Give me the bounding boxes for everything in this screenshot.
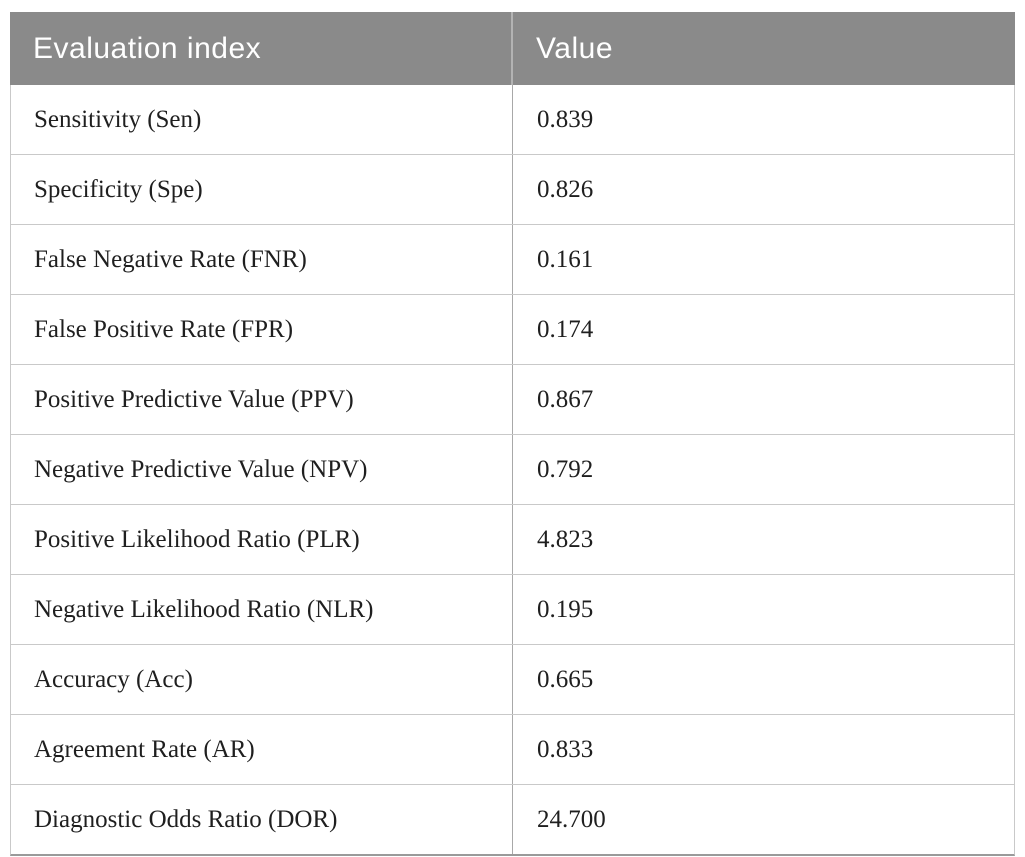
table-row: Agreement Rate (AR) 0.833 [11,715,1014,785]
metric-value: 0.839 [512,85,1014,154]
table-row: False Negative Rate (FNR) 0.161 [11,225,1014,295]
table-header-row: Evaluation index Value [10,12,1015,85]
metric-value: 4.823 [512,505,1014,574]
table-row: Negative Predictive Value (NPV) 0.792 [11,435,1014,505]
table-body: Sensitivity (Sen) 0.839 Specificity (Spe… [10,85,1015,856]
table-row: Negative Likelihood Ratio (NLR) 0.195 [11,575,1014,645]
metric-value: 0.174 [512,295,1014,364]
metric-label: Positive Predictive Value (PPV) [34,385,354,413]
table-row: Specificity (Spe) 0.826 [11,155,1014,225]
metric-value: 0.161 [512,225,1014,294]
metric-label: False Negative Rate (FNR) [34,245,307,273]
metric-label: Agreement Rate (AR) [34,735,255,763]
header-value: Value [511,12,1015,85]
metric-label: Negative Likelihood Ratio (NLR) [34,595,374,623]
metric-value: 0.792 [512,435,1014,504]
metric-value: 0.195 [512,575,1014,644]
table-row: Positive Predictive Value (PPV) 0.867 [11,365,1014,435]
table-row: Accuracy (Acc) 0.665 [11,645,1014,715]
metric-value: 0.833 [512,715,1014,784]
metric-value: 24.700 [512,785,1014,854]
metric-value: 0.867 [512,365,1014,434]
metric-value: 0.665 [512,645,1014,714]
table-row: Positive Likelihood Ratio (PLR) 4.823 [11,505,1014,575]
metric-label: Accuracy (Acc) [34,665,193,693]
metric-label: Sensitivity (Sen) [34,105,202,133]
table-row: Diagnostic Odds Ratio (DOR) 24.700 [11,785,1014,854]
metric-label: Negative Predictive Value (NPV) [34,455,368,483]
header-evaluation-index: Evaluation index [33,31,262,65]
evaluation-metrics-table: Evaluation index Value Sensitivity (Sen)… [10,12,1015,856]
table-row: Sensitivity (Sen) 0.839 [11,85,1014,155]
metric-label: False Positive Rate (FPR) [34,315,294,343]
metric-label: Specificity (Spe) [34,175,203,203]
table-row: False Positive Rate (FPR) 0.174 [11,295,1014,365]
metric-label: Diagnostic Odds Ratio (DOR) [34,805,338,833]
metric-value: 0.826 [512,155,1014,224]
metric-label: Positive Likelihood Ratio (PLR) [34,525,360,553]
